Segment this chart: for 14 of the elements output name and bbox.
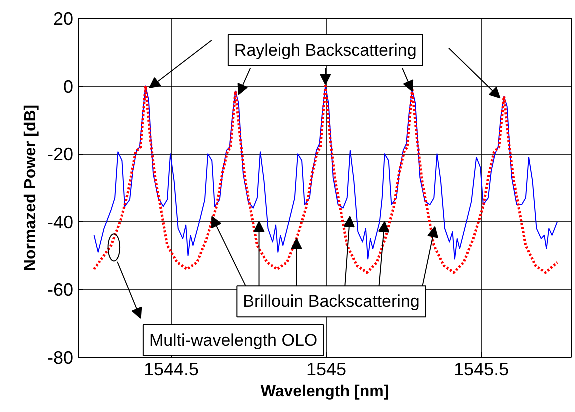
- y-tick-label: -40: [47, 212, 74, 232]
- x-tick-label: 1545: [306, 360, 347, 380]
- x-tick-label: 1544.5: [144, 360, 200, 380]
- y-tick-label: -80: [47, 348, 74, 368]
- y-tick-label: 20: [53, 9, 74, 29]
- y-tick-label: 0: [63, 76, 74, 97]
- y-axis-title: Normazed Power [dB]: [22, 104, 40, 272]
- x-axis-title: Wavelength [nm]: [260, 384, 390, 400]
- y-tick-label: -60: [47, 280, 74, 300]
- annotation: Rayleigh Backscattering: [234, 40, 417, 60]
- annotation: Brillouin Backscattering: [243, 292, 420, 312]
- y-tick-label: -20: [47, 144, 74, 165]
- x-tick-label: 1545.5: [454, 360, 510, 380]
- annotation: Multi-wavelength OLO: [149, 331, 318, 350]
